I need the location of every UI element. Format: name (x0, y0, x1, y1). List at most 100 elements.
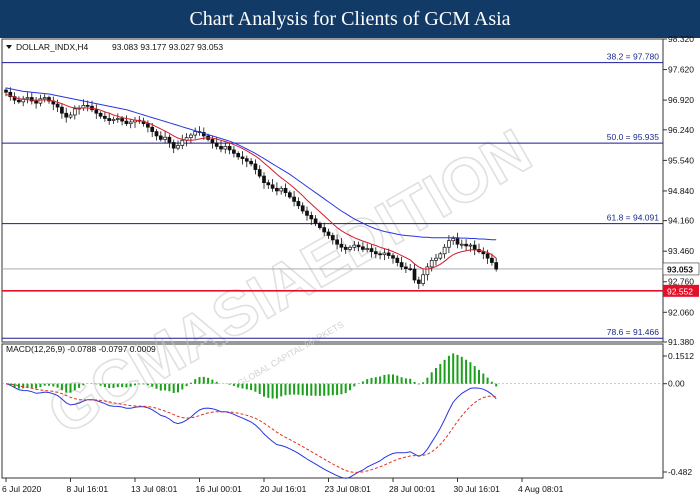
macd-label: MACD(12,26,9) -0.0788 -0.0797 0.0009 (6, 344, 156, 354)
candle-body (391, 255, 395, 259)
candle-body (85, 105, 90, 107)
candle-body (416, 279, 421, 284)
candle-body (386, 252, 391, 256)
ma-slow-line (5, 87, 497, 241)
ohlc-label: 93.083 93.177 93.027 93.053 (112, 42, 223, 52)
candle-body (180, 139, 185, 146)
candle-body (120, 118, 124, 122)
candle-body (34, 100, 38, 104)
candle-body (309, 215, 314, 220)
macd-tick-label: -0.482 (668, 467, 692, 477)
candle-body (468, 244, 473, 247)
candle-body (171, 142, 176, 149)
candle-body (339, 243, 344, 248)
candle-body (115, 118, 120, 120)
candle-body (373, 251, 378, 255)
candle-body (244, 158, 249, 162)
candle-body (382, 252, 387, 256)
candle-body (292, 196, 296, 202)
fib-level-label: 38.2 = 97.780 (607, 52, 660, 62)
candle-body (72, 108, 77, 116)
candle-body (270, 184, 275, 189)
candle-body (124, 120, 129, 125)
candle-body (111, 118, 116, 121)
candle-body (318, 222, 322, 228)
candle-body (404, 266, 408, 270)
candle-body (55, 103, 60, 108)
price-tick-label: 91.380 (668, 337, 694, 347)
candle-body (356, 244, 361, 248)
candle-body (257, 169, 262, 177)
candle-body (399, 262, 404, 268)
candle-body (305, 210, 309, 216)
candle-body (219, 146, 223, 150)
candle-body (434, 257, 438, 261)
symbol-label: DOLLAR_INDX,H4 (16, 42, 89, 52)
candle-body (158, 135, 163, 140)
candle-body (107, 118, 112, 121)
candle-body (287, 192, 292, 198)
candle-body (60, 106, 64, 114)
ma-fast-line (5, 93, 497, 270)
candle-body (395, 257, 400, 263)
candle-body (189, 134, 193, 139)
candle-body (163, 136, 167, 140)
candle-body (300, 205, 305, 212)
time-tick-label: 4 Aug 08:01 (518, 484, 564, 494)
candle-body (451, 238, 456, 242)
candle-body (365, 248, 370, 250)
candle-body (214, 142, 219, 147)
candle-body (330, 235, 335, 241)
candle-body (421, 274, 425, 284)
candle-body (68, 114, 73, 118)
time-tick-label: 23 Jul 08:01 (325, 484, 372, 494)
watermark: GCMASIAEDITION GLOBAL CAPITAL MARKETS (36, 116, 543, 449)
current-price-box (662, 262, 700, 276)
candle-body (17, 99, 21, 103)
candle-body (313, 218, 318, 224)
candle-body (240, 156, 245, 159)
candle-body (412, 268, 417, 281)
candle-body (4, 89, 8, 93)
candle-body (150, 126, 155, 132)
candle-body (283, 187, 288, 194)
candle-body (8, 91, 13, 97)
candle-body (64, 112, 69, 118)
candle-body (459, 243, 464, 246)
candle-body (494, 262, 499, 270)
candle-body (485, 253, 490, 259)
candle-body (335, 239, 339, 245)
candle-body (408, 268, 413, 271)
macd-panel-frame (1, 343, 664, 479)
macd-signal-line (5, 383, 497, 473)
candle-body (275, 187, 279, 192)
candle-body (425, 266, 430, 276)
candle-body (47, 97, 51, 102)
candle-body (98, 112, 103, 117)
macd-tick-label: 0.00 (668, 379, 685, 389)
price-tick-label: 92.060 (668, 307, 694, 317)
price-tick-label: 96.920 (668, 95, 694, 105)
time-tick-label: 28 Jul 00:01 (389, 484, 436, 494)
candle-body (490, 257, 494, 263)
candle-body (176, 145, 180, 149)
candle-body (429, 260, 434, 268)
candle-body (378, 253, 382, 256)
candle-body (210, 139, 215, 144)
time-tick-label: 16 Jul 00:01 (196, 484, 243, 494)
price-tick-label: 92.760 (668, 277, 694, 287)
candle-body (279, 187, 284, 192)
time-tick-label: 30 Jul 16:01 (454, 484, 501, 494)
candle-body (472, 244, 477, 250)
support-price-label: 92.552 (667, 286, 693, 296)
candle-body (38, 98, 43, 104)
candle-body (42, 97, 47, 100)
candle-body (227, 146, 232, 151)
fib-level-label: 78.6 = 91.466 (607, 327, 660, 337)
price-tick-label: 97.620 (668, 65, 694, 75)
candle-body (296, 201, 301, 207)
price-tick-label: 94.840 (668, 186, 694, 196)
candle-body (442, 246, 447, 255)
price-tick-label: 96.240 (668, 125, 694, 135)
current-price-label: 93.053 (667, 264, 693, 274)
